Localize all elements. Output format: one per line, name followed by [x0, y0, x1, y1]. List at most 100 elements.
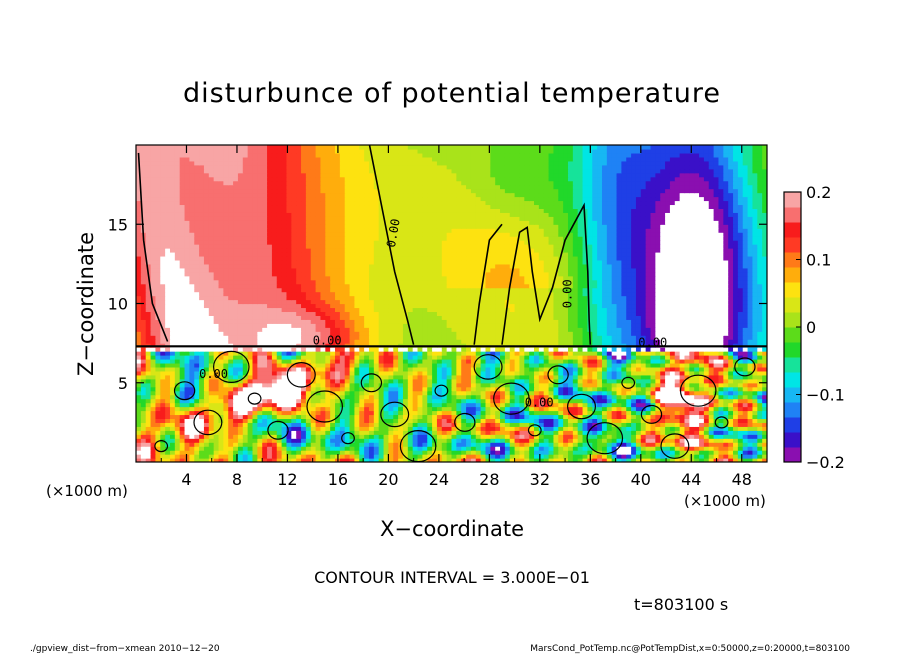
- heatmap-cell: [651, 399, 656, 404]
- heatmap-cell: [553, 387, 558, 392]
- heatmap-cell: [252, 379, 257, 384]
- heatmap-cell: [180, 387, 185, 392]
- heatmap-cell: [136, 359, 141, 364]
- heatmap-cell: [398, 307, 403, 312]
- heatmap-cell: [180, 363, 185, 368]
- heatmap-cell: [684, 315, 689, 320]
- heatmap-cell: [447, 438, 452, 443]
- heatmap-cell: [354, 414, 359, 419]
- heatmap-cell: [670, 407, 675, 412]
- heatmap-cell: [364, 426, 369, 431]
- heatmap-cell: [160, 375, 165, 380]
- heatmap-cell: [160, 339, 165, 344]
- heatmap-cell: [476, 422, 481, 427]
- heatmap-cell: [524, 438, 529, 443]
- heatmap-cell: [592, 387, 597, 392]
- heatmap-cell: [660, 379, 665, 384]
- heatmap-cell: [578, 347, 583, 352]
- heatmap-cell: [515, 450, 520, 455]
- heatmap-cell: [291, 410, 296, 415]
- heatmap-cell: [408, 438, 413, 443]
- heatmap-cell: [718, 367, 723, 372]
- heatmap-cell: [456, 383, 461, 388]
- heatmap-cell: [418, 355, 423, 360]
- heatmap-cell: [471, 379, 476, 384]
- heatmap-cell: [583, 311, 588, 316]
- heatmap-cell: [539, 387, 544, 392]
- heatmap-cell: [194, 355, 199, 360]
- heatmap-cell: [403, 371, 408, 376]
- heatmap-cell: [587, 450, 592, 455]
- heatmap-cell: [680, 311, 685, 316]
- heatmap-cell: [175, 319, 180, 324]
- heatmap-cell: [393, 339, 398, 344]
- heatmap-cell: [602, 311, 607, 316]
- heatmap-cell: [481, 414, 486, 419]
- heatmap-cell: [388, 331, 393, 336]
- heatmap-cell: [743, 371, 748, 376]
- heatmap-cell: [437, 331, 442, 336]
- heatmap-cell: [185, 422, 190, 427]
- heatmap-cell: [330, 403, 335, 408]
- heatmap-cell: [490, 422, 495, 427]
- heatmap-cell: [621, 410, 626, 415]
- heatmap-cell: [699, 327, 704, 332]
- heatmap-cell: [485, 434, 490, 439]
- heatmap-cell: [325, 438, 330, 443]
- heatmap-cell: [277, 383, 282, 388]
- heatmap-cell: [495, 442, 500, 447]
- heatmap-cell: [194, 339, 199, 344]
- heatmap-cell: [418, 359, 423, 364]
- heatmap-cell: [282, 407, 287, 412]
- heatmap-cell: [675, 347, 680, 352]
- heatmap-cell: [160, 387, 165, 392]
- heatmap-cell: [291, 450, 296, 455]
- heatmap-cell: [345, 327, 350, 332]
- heatmap-cell: [568, 450, 573, 455]
- heatmap-cell: [476, 339, 481, 344]
- heatmap-cell: [495, 454, 500, 459]
- heatmap-cell: [597, 391, 602, 396]
- heatmap-cell: [456, 355, 461, 360]
- heatmap-cell: [437, 359, 442, 364]
- heatmap-cell: [563, 383, 568, 388]
- heatmap-cell: [490, 315, 495, 320]
- heatmap-cell: [189, 450, 194, 455]
- heatmap-cell: [495, 339, 500, 344]
- heatmap-cell: [170, 323, 175, 328]
- heatmap-cell: [427, 379, 432, 384]
- heatmap-cell: [398, 351, 403, 356]
- heatmap-cell: [442, 410, 447, 415]
- heatmap-cell: [170, 407, 175, 412]
- heatmap-cell: [136, 383, 141, 388]
- heatmap-cell: [621, 327, 626, 332]
- heatmap-cell: [320, 395, 325, 400]
- heatmap-cell: [136, 438, 141, 443]
- heatmap-cell: [718, 315, 723, 320]
- heatmap-cell: [641, 442, 646, 447]
- heatmap-cell: [320, 407, 325, 412]
- heatmap-cell: [267, 418, 272, 423]
- heatmap-cell: [151, 363, 156, 368]
- heatmap-cell: [490, 367, 495, 372]
- heatmap-cell: [316, 359, 321, 364]
- heatmap-cell: [155, 355, 160, 360]
- heatmap-cell: [597, 315, 602, 320]
- heatmap-cell: [709, 363, 714, 368]
- heatmap-cell: [291, 375, 296, 380]
- heatmap-cell: [452, 359, 457, 364]
- heatmap-cell: [301, 347, 306, 352]
- heatmap-cell: [655, 379, 660, 384]
- heatmap-cell: [684, 335, 689, 340]
- heatmap-cell: [592, 391, 597, 396]
- heatmap-cell: [597, 430, 602, 435]
- heatmap-cell: [510, 387, 515, 392]
- heatmap-cell: [345, 383, 350, 388]
- heatmap-cell: [345, 379, 350, 384]
- heatmap-cell: [738, 450, 743, 455]
- heatmap-cell: [364, 407, 369, 412]
- heatmap-cell: [748, 454, 753, 459]
- heatmap-cell: [248, 339, 253, 344]
- heatmap-cell: [466, 418, 471, 423]
- heatmap-cell: [330, 379, 335, 384]
